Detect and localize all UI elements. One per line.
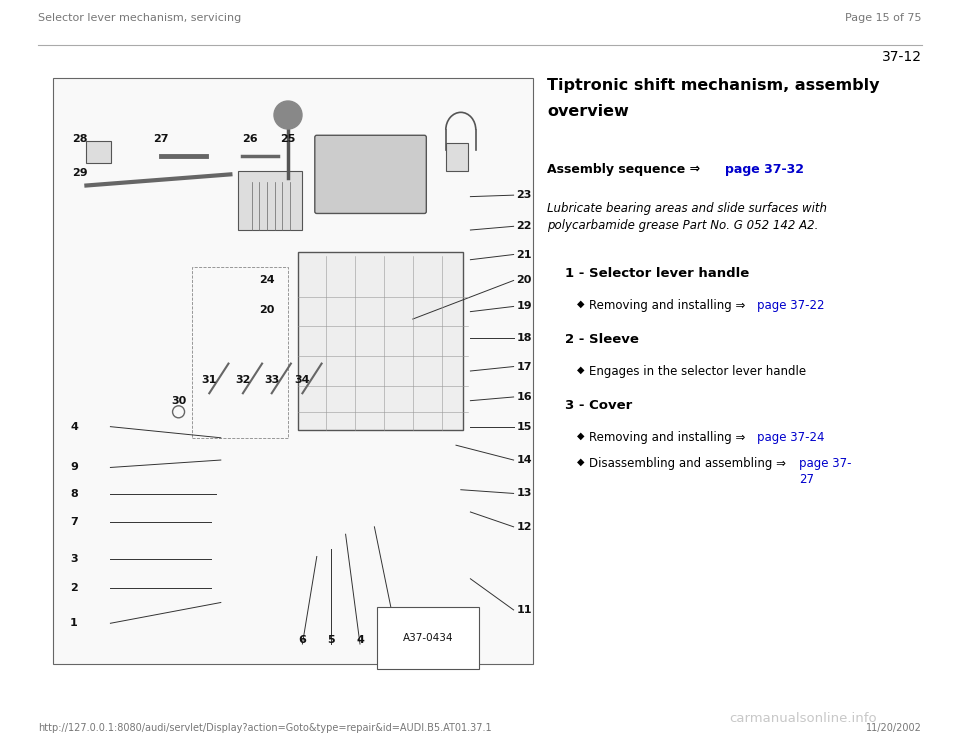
- Text: 4: 4: [70, 421, 78, 432]
- Text: 29: 29: [72, 168, 87, 178]
- Text: page 37-
27: page 37- 27: [799, 457, 852, 486]
- Text: 21: 21: [516, 249, 532, 260]
- Text: 25: 25: [280, 134, 296, 145]
- Text: 20: 20: [259, 305, 275, 315]
- Text: overview: overview: [547, 104, 629, 119]
- Bar: [298, 252, 463, 430]
- Text: 34: 34: [295, 375, 310, 385]
- Text: 28: 28: [72, 134, 87, 145]
- Text: Disassembling and assembling ⇒: Disassembling and assembling ⇒: [589, 457, 790, 470]
- Text: Selector lever mechanism, servicing: Selector lever mechanism, servicing: [38, 13, 242, 23]
- Text: Tiptronic shift mechanism, assembly: Tiptronic shift mechanism, assembly: [547, 78, 879, 93]
- Bar: [238, 171, 302, 230]
- Text: 11: 11: [516, 605, 532, 615]
- Text: Assembly sequence ⇒: Assembly sequence ⇒: [547, 163, 705, 177]
- Text: Lubricate bearing areas and slide surfaces with
polycarbamide grease Part No. G : Lubricate bearing areas and slide surfac…: [547, 202, 828, 232]
- Text: 15: 15: [516, 421, 532, 432]
- Text: Engages in the selector lever handle: Engages in the selector lever handle: [589, 365, 806, 378]
- Text: 3: 3: [70, 554, 78, 564]
- Text: 5: 5: [327, 634, 335, 645]
- Text: 22: 22: [516, 221, 532, 232]
- Text: 7: 7: [70, 516, 78, 527]
- Text: ◆: ◆: [577, 365, 585, 375]
- Text: 31: 31: [202, 375, 217, 385]
- Text: page 37-32: page 37-32: [725, 163, 804, 177]
- Text: ◆: ◆: [577, 431, 585, 441]
- FancyBboxPatch shape: [315, 135, 426, 214]
- Text: Page 15 of 75: Page 15 of 75: [845, 13, 922, 23]
- Text: 16: 16: [516, 392, 532, 402]
- Text: 12: 12: [516, 522, 532, 532]
- Text: A37-0434: A37-0434: [403, 633, 453, 643]
- Text: 8: 8: [70, 489, 78, 499]
- Bar: [192, 267, 288, 438]
- Text: 13: 13: [516, 488, 532, 499]
- Text: 26: 26: [242, 134, 257, 145]
- Text: page 37-22: page 37-22: [757, 299, 825, 312]
- Text: 6: 6: [299, 634, 306, 645]
- Text: 1: 1: [70, 618, 78, 628]
- Text: 2 - Sleeve: 2 - Sleeve: [565, 333, 639, 346]
- Text: http://127.0.0.1:8080/audi/servlet/Display?action=Goto&type=repair&id=AUDI.B5.AT: http://127.0.0.1:8080/audi/servlet/Displ…: [38, 723, 492, 732]
- Text: 17: 17: [516, 361, 532, 372]
- Text: 9: 9: [70, 462, 78, 473]
- Text: 33: 33: [264, 375, 279, 385]
- Text: 19: 19: [516, 301, 532, 312]
- Bar: [53, 78, 533, 664]
- Text: 18: 18: [516, 332, 532, 343]
- Bar: [86, 141, 111, 163]
- Text: ◆: ◆: [577, 457, 585, 467]
- Text: 30: 30: [171, 395, 186, 406]
- Text: 4: 4: [356, 634, 364, 645]
- Text: 20: 20: [516, 275, 532, 286]
- Bar: [446, 142, 468, 171]
- Text: 23: 23: [516, 190, 532, 200]
- Text: carmanualsonline.info: carmanualsonline.info: [730, 712, 877, 726]
- Text: 27: 27: [154, 134, 169, 145]
- Text: 1 - Selector lever handle: 1 - Selector lever handle: [565, 267, 750, 280]
- Text: 3 - Cover: 3 - Cover: [565, 399, 633, 412]
- Text: 14: 14: [516, 455, 532, 465]
- Text: 10: 10: [391, 634, 406, 645]
- Text: Removing and installing ⇒: Removing and installing ⇒: [589, 431, 750, 444]
- Text: 2: 2: [70, 583, 78, 594]
- Text: 32: 32: [235, 375, 251, 385]
- Text: 11/20/2002: 11/20/2002: [866, 723, 922, 732]
- Circle shape: [274, 101, 302, 129]
- Text: ◆: ◆: [577, 299, 585, 309]
- Text: 24: 24: [259, 275, 275, 286]
- Text: 37-12: 37-12: [881, 50, 922, 65]
- Text: page 37-24: page 37-24: [757, 431, 825, 444]
- Text: Removing and installing ⇒: Removing and installing ⇒: [589, 299, 750, 312]
